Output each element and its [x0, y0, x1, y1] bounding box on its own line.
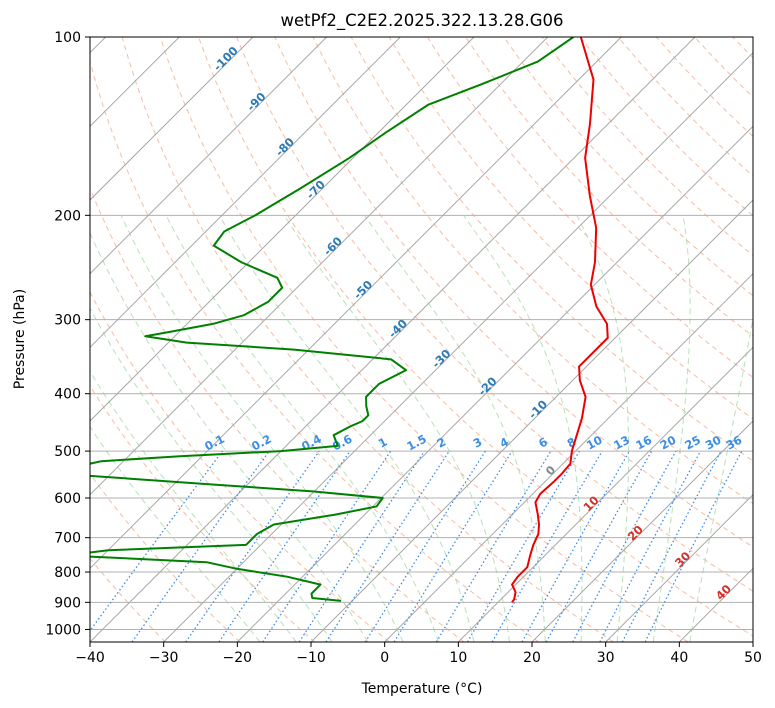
mixing-ratio-label: 25	[682, 433, 703, 453]
dry-adiabat	[90, 384, 316, 642]
dewpoint-profile	[90, 37, 575, 602]
temperature-profile	[511, 37, 609, 603]
mixing-ratio-line	[393, 450, 513, 642]
y-axis-label: Pressure (hPa)	[12, 289, 28, 389]
isotherm-line	[384, 272, 753, 642]
mixing-ratio-line	[218, 450, 351, 642]
x-tick-label: 50	[744, 650, 762, 666]
x-tick-label: 40	[670, 650, 688, 666]
isotherm-line	[163, 51, 753, 642]
tick-labels: −40 −30 −20 −10 0 10 20 30 40 50 100 200 300 400 500 60…	[45, 30, 762, 666]
x-tick-label: −10	[296, 650, 326, 666]
isotherm-line	[236, 125, 753, 642]
axes-frame	[85, 36, 754, 647]
y-tick-label: 800	[54, 565, 81, 581]
isotherms	[90, 37, 753, 642]
y-tick-label: 1000	[45, 622, 81, 638]
mixing-ratio-label: 16	[633, 433, 654, 453]
mixing-ratio-label: 20	[658, 433, 679, 453]
axes-border	[89, 36, 754, 643]
mixing-ratio-line	[131, 450, 270, 642]
isotherm-line	[605, 493, 753, 642]
x-tick-label: 0	[380, 650, 389, 666]
isotherm-line	[310, 199, 753, 642]
chart-title: wetPf2_C2E2.2025.322.13.28.G06	[280, 11, 563, 31]
mixing-ratio-label: 10	[584, 433, 605, 453]
isotherm-line	[457, 346, 753, 642]
isotherm-line	[90, 37, 696, 642]
y-tick-label: 700	[54, 531, 81, 547]
x-tick-label: −20	[223, 650, 253, 666]
mixing-ratio-line	[644, 450, 743, 642]
dry-adiabat	[465, 37, 753, 337]
mixing-ratio-label: 30	[703, 433, 724, 453]
isotherm-line	[90, 37, 549, 496]
dry-adiabat	[90, 557, 166, 642]
x-tick-label: −30	[149, 650, 179, 666]
y-tick-label: 200	[54, 208, 81, 224]
isotherm-line	[90, 37, 328, 275]
mixing-ratio-line	[262, 450, 392, 642]
mixing-ratio-line	[90, 450, 223, 632]
x-tick-label: 20	[523, 650, 541, 666]
dry-adiabat	[312, 37, 753, 505]
mixing-ratio-line	[545, 450, 653, 642]
isotherm-line	[90, 37, 254, 201]
dry-adiabat	[159, 37, 689, 642]
moist-adiabat	[219, 215, 475, 642]
mixing-ratio-line	[185, 450, 320, 642]
moist-adiabat	[652, 215, 691, 642]
dry-adiabat	[121, 37, 614, 642]
mixing-ratio-line	[325, 450, 450, 642]
mixing-ratio-lines: 0.1 0.2 0.4 0.6 1 1.5 2 3 4 6 8 10 13 16 20 25 30 36	[90, 432, 745, 642]
isobars	[90, 37, 753, 630]
y-tick-label: 400	[54, 387, 81, 403]
y-tick-label: 100	[54, 30, 81, 46]
dry-adiabat	[90, 472, 241, 642]
isotherm-line	[531, 420, 753, 642]
dry-adiabat	[90, 186, 465, 642]
mixing-ratio-line	[521, 450, 631, 642]
moist-adiabat	[90, 231, 369, 642]
y-tick-label: 300	[54, 313, 81, 329]
isotherm-line	[90, 37, 622, 570]
sounding-profiles	[90, 37, 609, 603]
x-axis-label: Temperature (°C)	[361, 681, 483, 697]
mixing-ratio-label: 13	[611, 433, 632, 453]
dry-adiabat	[503, 37, 753, 297]
moist-adiabat	[463, 215, 583, 642]
dry-adiabat	[90, 59, 540, 642]
moist-adiabat	[90, 307, 333, 642]
plot-area: 0.1 0.2 0.4 0.6 1 1.5 2 3 4 6 8 10 13 16 20 25 30 36-100-…	[90, 37, 753, 642]
moist-adiabat	[364, 215, 546, 642]
y-tick-label: 900	[54, 595, 81, 611]
y-tick-label: 500	[54, 444, 81, 460]
x-tick-label: −40	[75, 650, 105, 666]
moist-adiabat	[120, 215, 404, 642]
dry-adiabat	[350, 37, 753, 462]
dry-adiabat	[388, 37, 753, 420]
mixing-ratio-line	[298, 450, 425, 642]
y-tick-label: 600	[54, 491, 81, 507]
isotherm-line	[90, 37, 401, 349]
dry-adiabat	[236, 37, 753, 592]
moist-adiabat	[576, 215, 630, 642]
moist-adiabat	[90, 370, 297, 642]
mixing-ratio-label: 36	[724, 433, 745, 453]
mixing-ratio-line	[572, 450, 677, 642]
dry-adiabat	[274, 37, 753, 548]
x-tick-label: 30	[597, 650, 615, 666]
x-tick-label: 10	[449, 650, 467, 666]
